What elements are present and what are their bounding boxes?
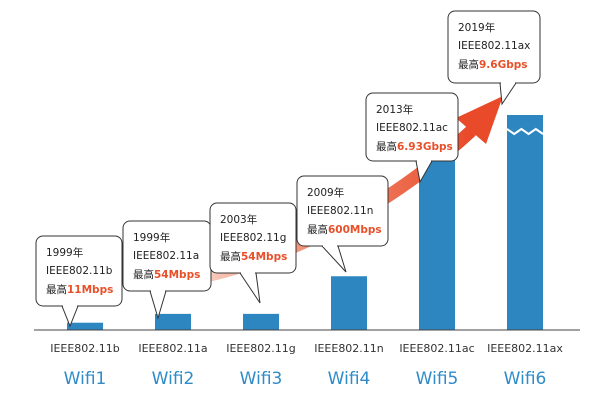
callout-wifi5: 2013年 IEEE802.11ac 最高6.93Gbps [365, 92, 459, 184]
callout-standard: IEEE802.11ac [376, 122, 448, 134]
category-label: Wifi5 [416, 369, 459, 389]
callout-year: 2019年 [458, 21, 495, 34]
speed-value-label: 54Mbps [241, 251, 287, 263]
standard-label: IEEE802.11g [226, 342, 296, 355]
speed-value-label: 54Mbps [154, 269, 200, 281]
category-label: Wifi3 [240, 369, 283, 389]
callout-max-speed: 最高54Mbps [133, 268, 200, 281]
standard-label: IEEE802.11n [314, 342, 384, 355]
callout-wifi3: 2003年 IEEE802.11g 最高54Mbps [209, 202, 297, 304]
category-label: Wifi2 [152, 369, 195, 389]
callout-max-speed: 最高9.6Gbps [458, 58, 528, 71]
category-label: Wifi6 [504, 369, 547, 389]
axis-break-mark [506, 127, 544, 136]
callout-year: 2013年 [376, 103, 413, 116]
callout-wifi1: 1999年 IEEE802.11b 最高11Mbps [35, 235, 123, 328]
max-prefix: 最高 [458, 58, 479, 71]
callout-max-speed: 最高6.93Gbps [376, 140, 453, 153]
bar-wifi4 [331, 276, 367, 330]
standard-label: IEEE802.11ax [487, 342, 563, 355]
callout-year: 1999年 [46, 246, 83, 259]
category-label: Wifi1 [64, 369, 107, 389]
bar-wifi6 [507, 115, 543, 330]
callout-standard: IEEE802.11b [46, 265, 113, 277]
callout-max-speed: 最高11Mbps [46, 283, 113, 296]
max-prefix: 最高 [46, 283, 67, 296]
bar-wifi2 [155, 313, 191, 330]
callout-wifi6: 2019年 IEEE802.11ax 最高9.6Gbps [447, 10, 541, 106]
callout-standard: IEEE802.11g [220, 232, 286, 244]
standard-label: IEEE802.11ac [399, 342, 474, 355]
callout-wifi2: 1999年 IEEE802.11a 最高54Mbps [122, 220, 212, 320]
speed-value-label: 9.6Gbps [479, 59, 528, 71]
callout-year: 2003年 [220, 213, 257, 226]
trend-arrow-head [456, 96, 503, 144]
callout-max-speed: 最高600Mbps [307, 223, 382, 236]
bar-wifi5 [419, 147, 455, 330]
callout-standard: IEEE802.11a [133, 250, 199, 262]
callout-standard: IEEE802.11n [307, 205, 373, 217]
max-prefix: 最高 [307, 223, 328, 236]
standard-label: IEEE802.11b [50, 342, 120, 355]
speed-value-label: 11Mbps [67, 284, 113, 296]
max-prefix: 最高 [220, 250, 241, 263]
callout-standard: IEEE802.11ax [458, 40, 530, 52]
max-prefix: 最高 [376, 140, 397, 153]
callout-year: 1999年 [133, 231, 170, 244]
speed-value-label: 600Mbps [328, 224, 382, 236]
speed-value-label: 6.93Gbps [397, 141, 453, 153]
callout-max-speed: 最高54Mbps [220, 250, 287, 263]
callout-wifi4: 2009年 IEEE802.11n 最高600Mbps [296, 175, 389, 273]
bar-wifi1 [67, 322, 103, 330]
bar-wifi3 [243, 313, 279, 330]
max-prefix: 最高 [133, 268, 154, 281]
standard-label: IEEE802.11a [138, 342, 207, 355]
category-label: Wifi4 [328, 369, 371, 389]
callout-year: 2009年 [307, 186, 344, 199]
